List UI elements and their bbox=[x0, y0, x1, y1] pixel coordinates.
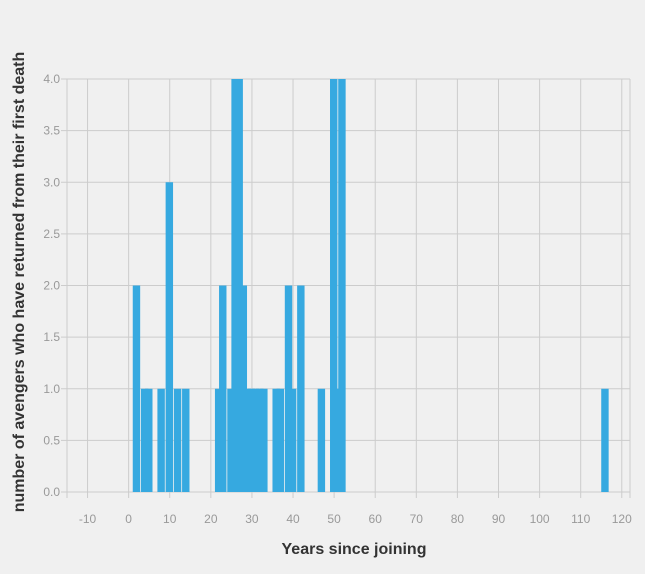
histogram-bar[interactable] bbox=[165, 182, 174, 492]
histogram-bar[interactable] bbox=[288, 388, 297, 492]
x-tick-label: 120 bbox=[612, 512, 632, 526]
histogram-bar[interactable] bbox=[145, 388, 153, 492]
x-axis-title: Years since joining bbox=[282, 541, 427, 558]
y-tick-label: 1.5 bbox=[43, 330, 60, 344]
x-tick-label: 40 bbox=[286, 512, 300, 526]
histogram-bar[interactable] bbox=[272, 388, 280, 492]
histogram-bar[interactable] bbox=[173, 388, 182, 492]
y-tick-label: 2.0 bbox=[43, 279, 60, 293]
histogram-bar[interactable] bbox=[132, 285, 141, 493]
histogram-bar[interactable] bbox=[235, 79, 243, 492]
x-tick-label: 30 bbox=[245, 512, 259, 526]
x-tick-label: 10 bbox=[163, 512, 177, 526]
histogram-bar[interactable] bbox=[330, 79, 338, 492]
x-tick-label: 100 bbox=[530, 512, 550, 526]
tick-labels: 0.0 0.5 1.0 1.5 2.0 2.5 3.0 3.5 4.0 -10 0 10 20 30 40 5… bbox=[43, 72, 632, 526]
histogram-bar[interactable] bbox=[231, 79, 239, 492]
histogram-bar[interactable] bbox=[256, 388, 264, 492]
histogram-bar[interactable] bbox=[284, 285, 293, 493]
histogram-bar[interactable] bbox=[182, 388, 190, 492]
y-tick-label: 0.0 bbox=[43, 485, 60, 499]
histogram-bar[interactable] bbox=[219, 285, 227, 493]
y-tick-label: 1.0 bbox=[43, 382, 60, 396]
histogram-bar[interactable] bbox=[227, 388, 235, 492]
x-tick-label: 80 bbox=[451, 512, 465, 526]
histogram-bar[interactable] bbox=[260, 388, 268, 492]
histogram-bar[interactable] bbox=[214, 388, 223, 492]
y-axis-title: number of avengers who have returned fro… bbox=[11, 52, 28, 513]
y-tick-label: 3.0 bbox=[43, 175, 60, 189]
histogram-bar[interactable] bbox=[601, 388, 609, 492]
histogram-bar[interactable] bbox=[247, 388, 256, 492]
x-tick-label: 110 bbox=[571, 512, 590, 526]
histogram-bar[interactable] bbox=[239, 285, 248, 493]
y-tick-label: 0.5 bbox=[43, 433, 60, 447]
histogram-bar[interactable] bbox=[334, 388, 342, 492]
y-tick-label: 2.5 bbox=[43, 227, 60, 241]
x-tick-label: 20 bbox=[204, 512, 218, 526]
histogram-bar[interactable] bbox=[251, 388, 260, 492]
y-tick-label: 3.5 bbox=[43, 124, 60, 138]
y-tick-label: 4.0 bbox=[43, 72, 60, 86]
histogram-bar[interactable] bbox=[317, 388, 326, 492]
x-tick-label: 50 bbox=[327, 512, 341, 526]
x-tick-label: 60 bbox=[369, 512, 383, 526]
bars bbox=[132, 79, 609, 493]
histogram-bar[interactable] bbox=[243, 388, 252, 492]
histogram-bar[interactable] bbox=[297, 285, 305, 493]
histogram-bar[interactable] bbox=[157, 388, 165, 492]
histogram-bar[interactable] bbox=[276, 388, 285, 492]
x-tick-label: -10 bbox=[79, 512, 97, 526]
x-tick-label: 90 bbox=[492, 512, 506, 526]
histogram-bar[interactable] bbox=[140, 388, 149, 492]
histogram-bar[interactable] bbox=[338, 79, 346, 492]
x-tick-label: 70 bbox=[410, 512, 424, 526]
x-tick-label: 0 bbox=[125, 512, 132, 526]
